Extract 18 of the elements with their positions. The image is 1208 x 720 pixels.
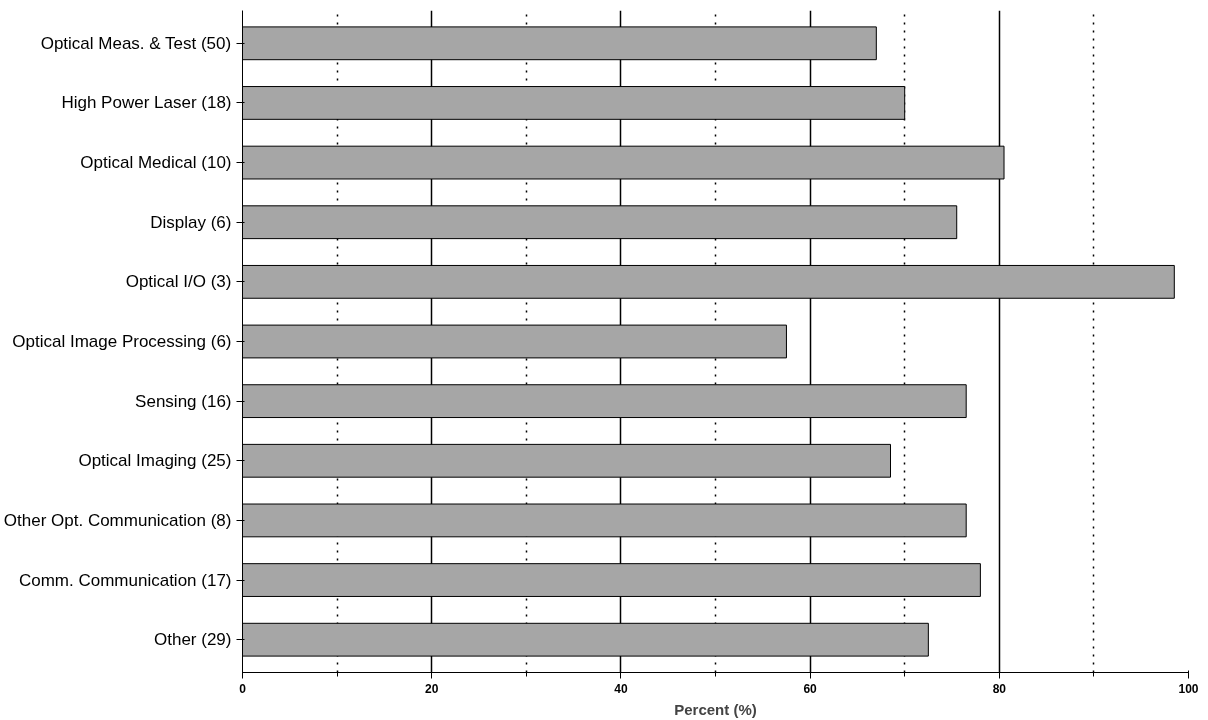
- y-tick-label: Other Opt. Communication (8): [3, 510, 232, 530]
- x-tick-label: 20: [425, 681, 439, 696]
- y-tick-label: Other (29): [154, 630, 232, 650]
- y-tick-label: Optical Meas. & Test (50): [40, 33, 232, 53]
- x-axis-title: Percent (%): [674, 700, 757, 718]
- x-tick-label: 100: [1178, 681, 1199, 696]
- x-tick-label: 80: [992, 681, 1007, 696]
- y-tick-label: Optical I/O (3): [125, 272, 232, 292]
- y-tick-label: Optical Medical (10): [80, 153, 232, 173]
- y-tick-label: Sensing (16): [135, 391, 232, 411]
- x-tick-label: 0: [239, 681, 247, 696]
- y-tick-label: Optical Imaging (25): [78, 451, 232, 471]
- y-tick-label: Display (6): [150, 212, 232, 232]
- x-tick-label: 40: [614, 681, 628, 696]
- y-tick-label: Comm. Communication (17): [18, 570, 232, 590]
- y-tick-label: High Power Laser (18): [61, 93, 232, 113]
- y-tick-label: Optical Image Processing (6): [12, 332, 232, 351]
- x-tick-label: 60: [803, 681, 818, 696]
